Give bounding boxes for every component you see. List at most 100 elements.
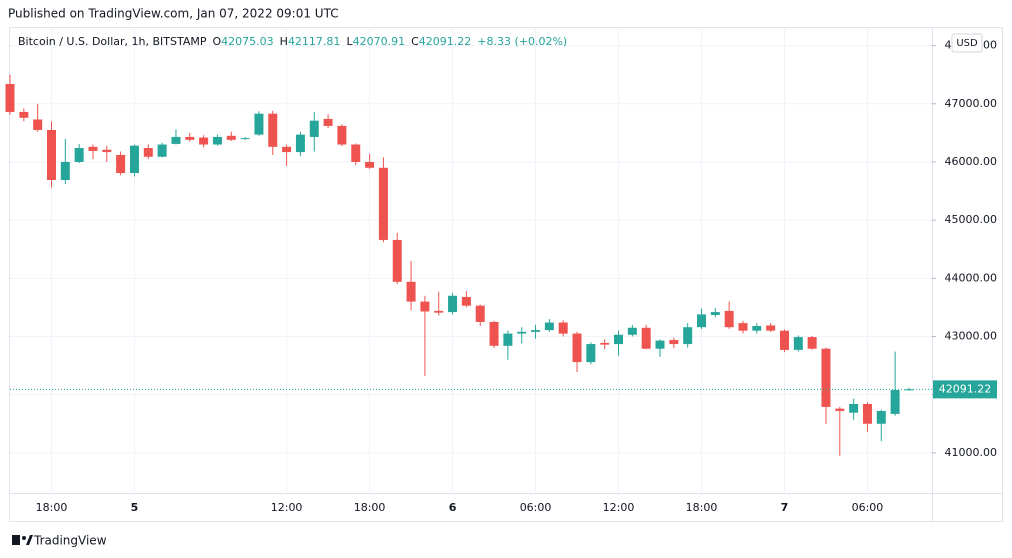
- legend-item: O: [212, 35, 221, 48]
- legend-item: H: [280, 35, 288, 48]
- legend-item: 42070.91: [353, 35, 406, 48]
- candle-body: [835, 408, 845, 411]
- candle-body: [420, 301, 430, 312]
- currency-box: [951, 33, 983, 53]
- legend-item: C: [411, 35, 419, 48]
- y-tick-label: 46000.00: [945, 155, 998, 168]
- y-tick-label: 44000.00: [945, 271, 998, 284]
- legend-item: +8.33 (+0.02%): [477, 35, 567, 48]
- candle-body: [531, 330, 541, 332]
- axes: 41000.0042000.0043000.0044000.0045000.00…: [36, 39, 997, 514]
- candle-body: [614, 334, 624, 345]
- legend-item: 42117.81: [288, 35, 341, 48]
- x-tick-label: 12:00: [603, 501, 635, 514]
- x-tick-label: 5: [131, 501, 139, 514]
- brand-logo: [12, 535, 33, 545]
- candle-body: [102, 149, 112, 153]
- candle-body: [46, 129, 56, 181]
- currency: USD: [956, 38, 978, 49]
- candle-body: [33, 119, 43, 130]
- candle-body: [572, 333, 582, 363]
- candle-body: [697, 314, 706, 328]
- candle-body: [282, 146, 292, 153]
- candle-body: [793, 337, 803, 350]
- candle-body: [143, 148, 153, 157]
- candle-body: [351, 144, 361, 162]
- candle-body: [268, 113, 278, 147]
- candle-body: [365, 161, 375, 168]
- candle-body: [600, 342, 610, 345]
- x-tick-label: 12:00: [271, 501, 303, 514]
- candle-body: [226, 135, 236, 140]
- candle-body: [655, 340, 665, 349]
- candle-body: [489, 321, 499, 346]
- candle-body: [19, 111, 29, 118]
- y-tick-label: 47000.00: [945, 97, 998, 110]
- candle-body: [627, 327, 637, 335]
- x-tick-label: 18:00: [686, 501, 718, 514]
- candle-body: [171, 136, 181, 144]
- candle-body: [821, 348, 831, 407]
- candle-body: [738, 323, 748, 331]
- legend-item: 42091.22: [419, 35, 472, 48]
- brand: TradingView: [33, 534, 107, 548]
- last-price-label: 42091.22: [939, 382, 992, 395]
- candle-body: [890, 390, 900, 414]
- candle-body: [309, 120, 319, 137]
- candle-body: [337, 125, 347, 145]
- x-tick-label: 06:00: [852, 501, 884, 514]
- candle-body: [862, 403, 872, 424]
- candle-body: [544, 322, 554, 331]
- candle-body: [517, 331, 527, 334]
- legend-item: L: [346, 35, 353, 48]
- y-tick-label: 41000.00: [945, 446, 998, 459]
- legend-item: Bitcoin / U.S. Dollar, 1h, BITSTAMP: [18, 35, 207, 48]
- candle-body: [683, 327, 693, 345]
- candle-body: [876, 410, 886, 424]
- chart-frame: [9, 27, 1003, 522]
- candle-body: [461, 296, 471, 306]
- last-price-box: [933, 380, 997, 399]
- candle-body: [724, 310, 734, 328]
- candle-body: [406, 281, 416, 302]
- candle-body: [558, 322, 568, 334]
- candle-body: [378, 167, 388, 240]
- candle-body: [254, 113, 264, 135]
- candle-body: [392, 239, 402, 282]
- candle-body: [752, 326, 762, 331]
- candle-body: [904, 389, 914, 391]
- x-tick-label: 18:00: [354, 501, 386, 514]
- x-tick-label: 6: [449, 501, 457, 514]
- candle-body: [779, 330, 789, 350]
- candle-body: [503, 333, 513, 346]
- published-note: Published on TradingView.com, Jan 07, 20…: [8, 7, 339, 21]
- candle-body: [185, 136, 195, 140]
- candle-body: [199, 137, 209, 145]
- y-tick-label: 43000.00: [945, 330, 998, 343]
- candle-body: [669, 339, 679, 345]
- candles: [5, 74, 932, 456]
- candle-body: [434, 310, 444, 313]
- grid: [10, 27, 932, 493]
- candle-body: [586, 344, 596, 363]
- candle-body: [475, 305, 485, 322]
- x-tick-label: 06:00: [520, 501, 552, 514]
- candle-body: [212, 136, 222, 145]
- legend-item: 42075.03: [221, 35, 274, 48]
- candle-body: [129, 145, 139, 174]
- candle-body: [295, 134, 305, 153]
- candle-body: [5, 84, 15, 112]
- candle-body: [240, 138, 250, 140]
- candle-body: [448, 295, 458, 313]
- candle-body: [60, 161, 70, 181]
- candle-body: [641, 327, 651, 349]
- candle-body: [116, 154, 126, 174]
- candle-body: [157, 144, 167, 157]
- candle-body: [323, 118, 333, 126]
- legend: Bitcoin / U.S. Dollar, 1h, BITSTAMP O4207…: [18, 35, 567, 48]
- candle-body: [807, 337, 817, 349]
- candle-body: [74, 148, 84, 162]
- x-tick-label: 7: [781, 501, 789, 514]
